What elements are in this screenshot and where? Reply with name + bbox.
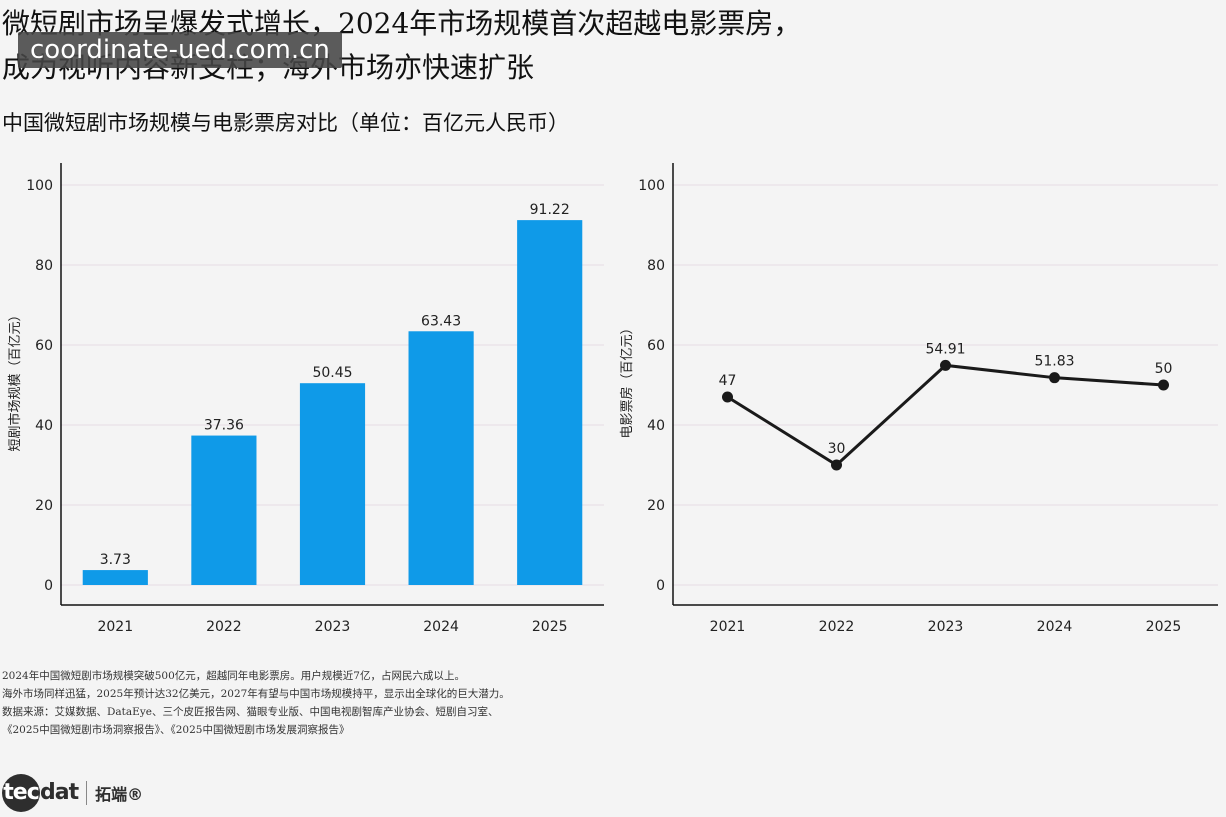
y-tick-label: 0 xyxy=(44,578,53,594)
data-label: 91.22 xyxy=(530,202,570,218)
data-point xyxy=(722,391,733,403)
data-label: 54.91 xyxy=(925,341,965,357)
data-point xyxy=(1049,372,1060,384)
y-tick-label: 20 xyxy=(647,498,665,514)
bar xyxy=(82,570,148,585)
bar xyxy=(191,435,257,585)
note-line: 2024年中国微短剧市场规模突破500亿元，超越同年电影票房。用户规模近7亿，占… xyxy=(2,670,465,682)
y-axis-label: 电影票房（百亿元） xyxy=(619,321,635,438)
data-point xyxy=(831,459,842,471)
logo-divider xyxy=(86,781,88,805)
y-tick-label: 100 xyxy=(26,178,53,194)
bar xyxy=(408,331,474,585)
y-tick-label: 60 xyxy=(35,338,53,354)
bar-chart-microdrama: 0 20 40 60 80 100 短剧市场规模（百亿元） 2021 2022 2023 2024 2… xyxy=(7,163,604,635)
x-tick-label: 2024 xyxy=(1037,619,1073,635)
x-tick-label: 2024 xyxy=(423,619,459,635)
note-line: 《2025中国微短剧市场洞察报告》、《2025中国微短剧市场发展洞察报告》 xyxy=(2,724,350,736)
x-tick-label: 2023 xyxy=(928,619,964,635)
x-tick-label: 2023 xyxy=(315,619,351,635)
data-label: 51.83 xyxy=(1034,354,1074,370)
y-tick-label: 100 xyxy=(638,178,665,194)
data-label: 50 xyxy=(1155,361,1173,377)
y-tick-label: 40 xyxy=(647,418,665,434)
tecdat-logo: tecdat 拓端® xyxy=(2,773,143,813)
data-label: 37.36 xyxy=(204,418,244,434)
y-tick-label: 80 xyxy=(647,258,665,274)
chart-subtitle: 中国微短剧市场规模与电影票房对比（单位：百亿元人民币） xyxy=(2,111,569,135)
data-point xyxy=(1158,379,1169,391)
y-tick-label: 40 xyxy=(35,418,53,434)
logo-text: dat xyxy=(40,780,79,805)
watermark: coordinate-ued.com.cn xyxy=(18,32,342,68)
y-axis-label: 短剧市场规模（百亿元） xyxy=(7,308,23,451)
bar xyxy=(299,383,366,585)
data-label: 30 xyxy=(828,441,846,457)
line-chart-box-office: 0 20 40 60 80 100 电影票房（百亿元） 2021 2022 2023 2024 202… xyxy=(619,163,1218,635)
y-tick-label: 0 xyxy=(656,578,665,594)
y-tick-label: 20 xyxy=(35,498,53,514)
note-line: 海外市场同样迅猛，2025年预计达32亿美元，2027年有望与中国市场规模持平，… xyxy=(2,688,510,700)
x-tick-label: 2022 xyxy=(819,619,855,635)
data-label: 47 xyxy=(719,373,737,389)
note-line: 数据来源：艾媒数据、DataEye、三个皮匠报告网、猫眼专业版、中国电视剧智库产… xyxy=(2,706,499,718)
logo-cn: 拓端® xyxy=(95,785,144,804)
data-point xyxy=(940,359,951,371)
x-tick-label: 2025 xyxy=(532,619,568,635)
bar xyxy=(517,220,583,585)
logo-mark: tecdat xyxy=(2,774,79,812)
data-label: 50.45 xyxy=(312,365,352,381)
series-line xyxy=(726,363,1164,467)
x-tick-label: 2025 xyxy=(1146,619,1182,635)
x-tick-label: 2022 xyxy=(206,619,242,635)
data-label: 63.43 xyxy=(421,313,461,329)
y-tick-label: 80 xyxy=(35,258,53,274)
footnotes: 2024年中国微短剧市场规模突破500亿元，超越同年电影票房。用户规模近7亿，占… xyxy=(2,667,510,739)
y-tick-label: 60 xyxy=(647,338,665,354)
logo-circle: tec xyxy=(2,774,40,812)
x-tick-label: 2021 xyxy=(710,619,746,635)
data-label: 3.73 xyxy=(100,552,131,568)
x-tick-label: 2021 xyxy=(97,619,133,635)
